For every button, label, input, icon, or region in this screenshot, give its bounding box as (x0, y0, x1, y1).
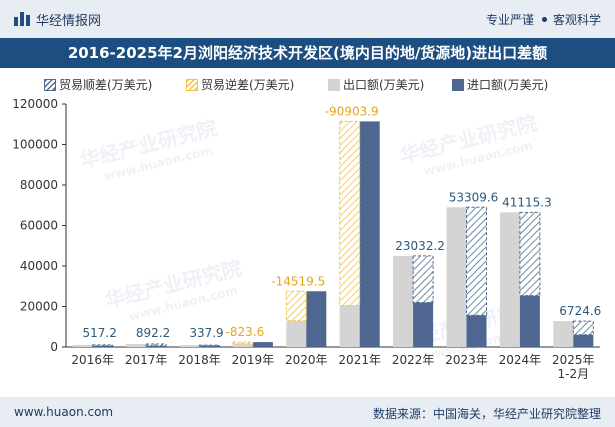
y-tick-label: 20000 (20, 300, 58, 314)
export-bar (286, 320, 307, 347)
import-bar (252, 342, 273, 347)
export-bar (499, 212, 520, 347)
balance-value-label: 23032.2 (395, 239, 445, 253)
balance-value-label: 892.2 (136, 326, 170, 340)
deficit-bar (339, 120, 361, 306)
legend-item-export: 出口额(万美元) (328, 76, 424, 93)
deficit-bar (232, 341, 254, 345)
deficit-bar (285, 290, 307, 322)
balance-value-label: 517.2 (83, 326, 117, 340)
import-bar (306, 291, 327, 347)
x-tick-label: 2021年 (338, 353, 381, 367)
import-bar (199, 345, 220, 347)
surplus-bar (466, 206, 487, 316)
legend-item-deficit: 贸易逆差(万美元) (186, 76, 294, 93)
import-bar (359, 121, 380, 348)
surplus-bar (92, 344, 114, 347)
x-tick-label: 2017年 (125, 353, 168, 367)
legend-swatch-surplus (44, 78, 56, 91)
balance-value-label: 53309.6 (449, 190, 499, 204)
chart-plot: 华经产业研究院www.huaon.com华经产业研究院www.huaon.com… (12, 97, 601, 381)
export-bar (179, 345, 200, 347)
x-tick-label: 2025年 (552, 353, 595, 367)
x-tick-label: 2016年 (71, 353, 114, 367)
legend-label-export: 出口额(万美元) (343, 78, 425, 92)
footer-source: 数据来源：中国海关，华经产业研究院整理 (372, 407, 601, 421)
y-tick-label: 0 (50, 340, 58, 354)
footer-url: www.huaon.com (14, 405, 114, 419)
footer: www.huaon.com 数据来源：中国海关，华经产业研究院整理 (0, 397, 615, 427)
export-bar (339, 305, 360, 347)
bar-chart-icon (14, 12, 30, 26)
export-bar (553, 321, 574, 347)
import-bar (466, 315, 487, 347)
balance-value-label: 6724.6 (559, 304, 601, 318)
legend-label-surplus: 贸易顺差(万美元) (59, 78, 153, 92)
export-bar (72, 344, 93, 347)
y-tick-label: 120000 (12, 97, 58, 111)
x-tick-label: 2022年 (392, 353, 435, 367)
tagline: 专业严谨 客观科学 (486, 11, 601, 28)
export-bar (126, 343, 147, 347)
surplus-bar (412, 255, 434, 304)
balance-value-label: 41115.3 (502, 195, 552, 209)
tagline-left: 专业严谨 (485, 13, 534, 27)
import-bar (146, 345, 167, 347)
x-tick-label: 2023年 (445, 353, 488, 367)
import-bar (519, 295, 540, 347)
legend-item-surplus: 贸易顺差(万美元) (44, 76, 152, 93)
x-tick-label: 1-2月 (557, 367, 589, 381)
export-bar (232, 343, 253, 347)
legend-item-import: 进口额(万美元) (452, 76, 548, 93)
y-tick-label: 40000 (20, 259, 58, 273)
y-tick-label: 60000 (20, 219, 58, 233)
import-bar (573, 334, 594, 347)
surplus-bar (199, 344, 220, 347)
x-tick-label: 2019年 (232, 353, 275, 367)
balance-value-label: -14519.5 (271, 274, 325, 288)
legend-swatch-import (452, 78, 464, 91)
chart-title: 2016-2025年2月浏阳经济技术开发区(境内目的地/货源地)进出口差额 (0, 38, 615, 68)
y-tick-label: 80000 (20, 178, 58, 192)
separator-dot-icon (541, 17, 547, 22)
legend-swatch-deficit (186, 78, 198, 91)
legend-label-import: 进口额(万美元) (467, 78, 549, 92)
x-tick-label: 2020年 (285, 353, 328, 367)
surplus-bar (572, 320, 594, 336)
legend-label-deficit: 贸易逆差(万美元) (201, 78, 295, 92)
site-name: 华经情报网 (36, 14, 102, 29)
chart-legend: 贸易顺差(万美元) 贸易逆差(万美元) 出口额(万美元) 进口额(万美元) (0, 74, 615, 94)
legend-swatch-export (328, 78, 340, 91)
import-bar (413, 302, 434, 347)
y-tick-label: 100000 (12, 138, 58, 152)
export-bar (393, 255, 414, 347)
top-bar: 华经情报网 专业严谨 客观科学 (0, 0, 615, 38)
balance-value-label: -823.6 (226, 325, 265, 339)
balance-value-label: -90903.9 (325, 104, 379, 118)
balance-value-label: 337.9 (189, 326, 223, 340)
surplus-bar (519, 211, 541, 297)
import-bar (92, 345, 113, 347)
export-bar (446, 207, 467, 347)
x-tick-label: 2018年 (178, 353, 221, 367)
surplus-bar (145, 343, 167, 347)
tagline-right: 客观科学 (552, 13, 601, 27)
x-tick-label: 2024年 (499, 353, 542, 367)
